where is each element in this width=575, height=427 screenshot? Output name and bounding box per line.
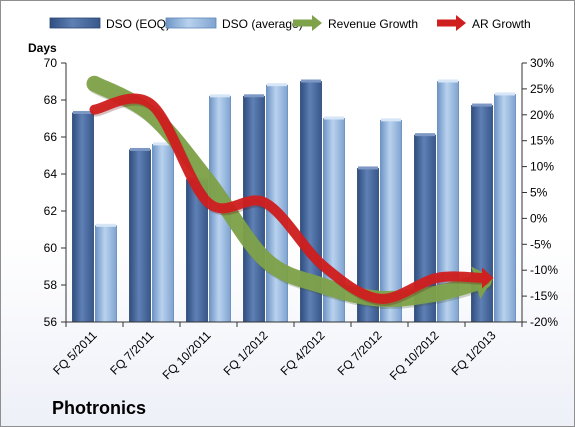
bar-cap-dso-average-fq-1-2013 [495,92,515,96]
bar-cap-dso-average-fq-10-2012 [438,79,458,83]
right-axis-tick-label: 15% [530,134,554,148]
x-axis-tick-label: FQ 10/2012 [387,328,442,383]
bar-dso-average-fq-1-2013 [494,94,516,323]
bar-cap-dso-average-fq-10-2011 [210,94,230,98]
x-axis-tick-label: FQ 1/2012 [221,328,271,378]
bar-cap-dso-eoq-fq-1-2012 [244,94,264,98]
bar-cap-dso-average-fq-5-2011 [96,223,116,227]
right-axis-tick-label: -20% [530,315,558,329]
right-axis-tick-label: 25% [530,82,554,96]
right-axis-tick-label: 10% [530,160,554,174]
x-axis-tick-label: FQ 5/2011 [50,328,100,378]
x-axis-tick-label: FQ 1/2013 [449,328,499,378]
right-axis-tick-label: 30% [530,56,554,70]
left-axis-tick-label: 58 [44,278,58,292]
bar-cap-dso-average-fq-7-2012 [381,118,401,122]
bar-dso-eoq-fq-5-2011 [72,112,94,323]
bar-cap-dso-average-fq-1-2012 [267,83,287,87]
company-name: Photronics [52,398,147,418]
legend-item-dso-eoq: DSO (EOQ) [49,17,170,31]
left-axis-tick-label: 60 [44,241,58,255]
legend-label-ar-growth: AR Growth [472,17,531,31]
right-axis-tick-label: 0% [530,211,548,225]
legend-label-revenue-growth: Revenue Growth [328,17,418,31]
bar-cap-dso-average-fq-7-2011 [153,142,173,146]
x-axis-tick-label: FQ 10/2011 [160,328,214,382]
line-ar-growth [89,93,489,304]
legend-item-revenue-growth: Revenue Growth [293,15,418,31]
bar-cap-dso-eoq-fq-1-2013 [472,103,492,107]
x-axis-tick-label: FQ 7/2012 [335,328,385,378]
arrowhead-ar-growth [482,267,494,289]
legend-label-dso-eoq: DSO (EOQ) [106,17,170,31]
bar-cap-dso-average-fq-4-2012 [324,116,344,120]
legend-item-dso-average: DSO (average) [165,17,303,31]
left-axis-tick-label: 62 [44,204,58,218]
left-axis-tick-label: 68 [44,93,58,107]
right-axis-tick-label: 20% [530,108,554,122]
legend-label-dso-average: DSO (average) [222,17,303,31]
growth-lines [86,75,494,309]
bar-cap-dso-eoq-fq-7-2012 [358,166,378,170]
left-axis-tick-label: 66 [44,130,58,144]
axes [61,62,527,327]
bar-cap-dso-eoq-fq-5-2011 [73,110,93,114]
line-revenue-growth [86,75,492,307]
right-axis-tick-label: 5% [530,186,548,200]
legend: DSO (EOQ) DSO (average) Revenue Growth A… [49,15,531,31]
legend-arrow-ar-growth [437,15,466,31]
bar-dso-average-fq-5-2011 [95,225,117,323]
right-axis-tick-label: -5% [530,237,552,251]
left-axis-title: Days [28,41,57,55]
bar-dso-average-fq-7-2011 [152,143,174,323]
bar-cap-dso-eoq-fq-4-2012 [301,79,321,83]
x-axis-tick-label: FQ 4/2012 [278,328,328,378]
left-axis-tick-label: 56 [44,315,58,329]
bar-dso-eoq-fq-7-2011 [129,149,151,323]
right-axis-tick-label: -15% [530,289,558,303]
left-axis-tick-label: 64 [44,167,58,181]
legend-swatch-dso-eoq [49,17,101,29]
bar-cap-dso-eoq-fq-7-2011 [130,147,150,151]
bar-cap-dso-eoq-fq-10-2012 [415,133,435,137]
x-axis-tick-label: FQ 7/2011 [107,328,157,378]
legend-arrow-revenue-growth [293,15,322,31]
right-axis-tick-label: -10% [530,263,558,277]
legend-item-ar-growth: AR Growth [437,15,531,31]
legend-swatch-dso-average [165,17,217,29]
left-axis-tick-label: 70 [44,56,58,70]
